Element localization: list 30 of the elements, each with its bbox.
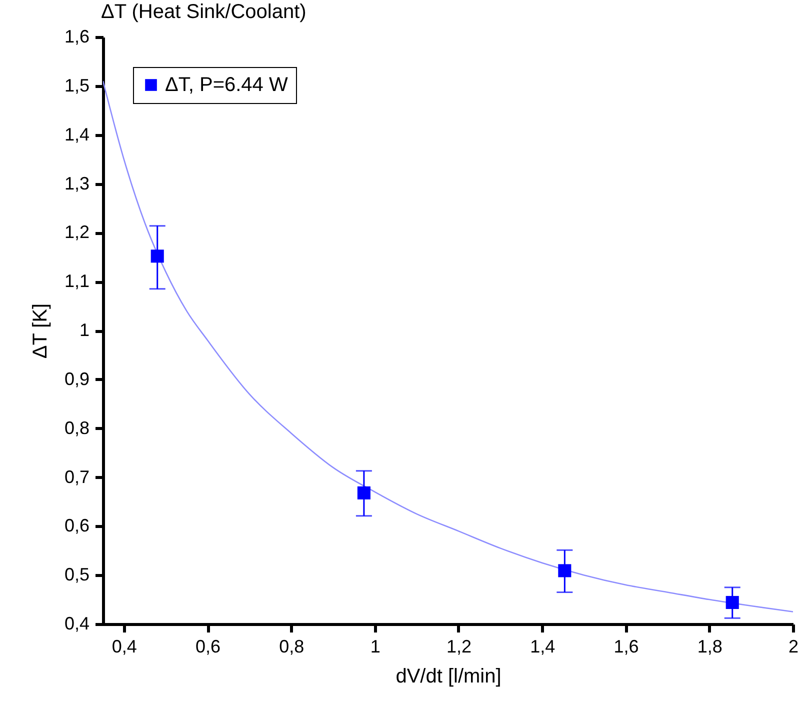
y-tick-label: 1,3 bbox=[64, 173, 90, 194]
y-tick-label: 0,9 bbox=[64, 368, 90, 389]
x-tick-label: 0,4 bbox=[112, 636, 137, 656]
y-tick-label: 0,7 bbox=[64, 466, 90, 487]
point bbox=[357, 486, 370, 500]
y-tick-label: 1,6 bbox=[64, 26, 90, 46]
x-tick-label: 1,6 bbox=[614, 636, 639, 656]
point bbox=[558, 564, 572, 578]
y-tick-label: 0,6 bbox=[64, 516, 90, 536]
x-tick-label: 1,8 bbox=[697, 636, 722, 656]
x-tick-label: 1,4 bbox=[530, 636, 556, 656]
y-tick-label: 1,2 bbox=[64, 222, 90, 242]
chart-title: ΔT (Heat Sink/Coolant) bbox=[101, 1, 306, 23]
y-tick-label: 1,4 bbox=[64, 124, 90, 144]
legend-label: ΔT, P=6.44 W bbox=[165, 74, 288, 96]
x-tick-label: 1,2 bbox=[446, 636, 472, 656]
y-tick-label: 0,4 bbox=[64, 614, 90, 634]
point bbox=[726, 596, 739, 609]
y-tick-label: 0,5 bbox=[64, 564, 90, 585]
x-axis-title: dV/dt [l/min] bbox=[396, 666, 502, 688]
y-tick-label: 1 bbox=[79, 320, 90, 340]
y-tick-label: 1,5 bbox=[64, 75, 90, 96]
x-tick-label: 1 bbox=[370, 636, 380, 656]
x-tick-label: 0,8 bbox=[279, 636, 304, 656]
y-tick-label: 1,1 bbox=[64, 271, 90, 292]
y-tick-label: 0,8 bbox=[64, 418, 90, 438]
y-axis-title: ΔT [K] bbox=[29, 303, 52, 359]
x-tick-label: 2 bbox=[788, 636, 799, 656]
x-tick-label: 0,6 bbox=[196, 636, 221, 656]
point bbox=[150, 250, 164, 263]
